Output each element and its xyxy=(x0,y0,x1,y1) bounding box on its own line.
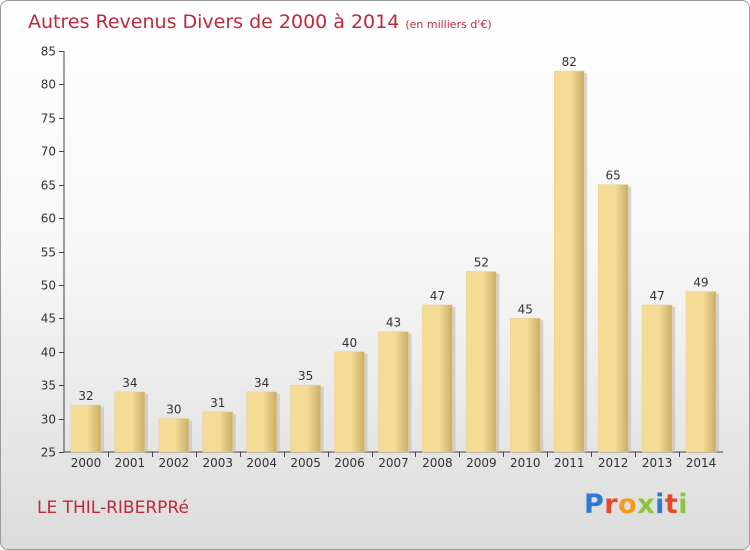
y-tick-label: 50 xyxy=(41,279,56,293)
data-label: 65 xyxy=(606,169,621,183)
logo-letter: r xyxy=(604,489,619,520)
y-tick-label: 85 xyxy=(41,45,56,59)
x-tick-label: 2002 xyxy=(159,456,190,470)
data-label: 43 xyxy=(386,316,401,330)
bar xyxy=(114,391,146,453)
logo-letter: o xyxy=(618,489,638,520)
y-tick-label: 30 xyxy=(41,413,56,427)
place-name: LE THIL-RIBERPRé xyxy=(37,498,189,518)
y-tick-label: 35 xyxy=(41,379,56,393)
logo-letter: t xyxy=(664,489,679,520)
y-tick-label: 80 xyxy=(41,78,56,92)
x-tick-label: 2013 xyxy=(642,456,673,470)
logo-letter: x xyxy=(637,489,656,520)
bar xyxy=(510,318,541,453)
x-tick-label: 2007 xyxy=(378,456,409,470)
data-label: 32 xyxy=(78,389,93,403)
y-tick-label: 70 xyxy=(41,145,56,159)
x-tick-label: 2003 xyxy=(202,456,233,470)
bar xyxy=(158,418,190,453)
data-label: 47 xyxy=(649,289,664,303)
y-tick-label: 60 xyxy=(41,212,56,226)
bar xyxy=(334,351,365,453)
x-tick-label: 2001 xyxy=(115,456,146,470)
x-tick-label: 2009 xyxy=(466,456,497,470)
logo-letter: i xyxy=(678,489,689,520)
bar xyxy=(70,404,102,453)
data-label: 45 xyxy=(518,302,533,316)
x-tick-label: 2008 xyxy=(422,456,453,470)
data-label: 34 xyxy=(254,376,269,390)
data-label: 34 xyxy=(122,376,137,390)
x-tick-label: 2010 xyxy=(510,456,541,470)
chart-bars: 32 34 30 31 34 35 40 43 47 52 45 82 65 47 49 xyxy=(70,55,720,453)
y-tick-label: 65 xyxy=(41,179,56,193)
bar xyxy=(202,411,234,453)
y-tick-label: 45 xyxy=(41,312,56,326)
x-tick-label: 2006 xyxy=(334,456,365,470)
chart-title: Autres Revenus Divers de 2000 à 2014 (en … xyxy=(28,11,492,33)
bar xyxy=(290,384,321,453)
data-label: 40 xyxy=(342,336,357,350)
chart-unit: (en milliers d'€) xyxy=(405,18,492,31)
data-label: 82 xyxy=(562,55,577,69)
bar xyxy=(246,391,277,453)
bar xyxy=(597,184,629,453)
data-label: 49 xyxy=(693,276,708,290)
x-tick-label: 2004 xyxy=(246,456,277,470)
x-tick-label: 2000 xyxy=(71,456,102,470)
data-label: 35 xyxy=(298,369,313,383)
proxiti-logo[interactable]: Proxiti xyxy=(584,489,688,520)
bar-chart: 25 30 35 40 45 50 55 60 65 70 75 80 85 2000 2001 2002 20… xyxy=(41,45,723,470)
chart-title-text: Autres Revenus Divers de 2000 à 2014 xyxy=(28,11,400,33)
x-tick-label: 2014 xyxy=(686,456,717,470)
x-tick-label: 2011 xyxy=(554,456,585,470)
data-label: 52 xyxy=(474,256,489,270)
bar xyxy=(378,331,409,453)
bar xyxy=(466,271,497,453)
bar xyxy=(641,304,673,453)
y-tick-label: 75 xyxy=(41,112,56,126)
bar xyxy=(422,304,453,453)
bar xyxy=(553,70,585,453)
data-label: 47 xyxy=(430,289,445,303)
y-tick-label: 40 xyxy=(41,346,56,360)
x-tick-label: 2012 xyxy=(598,456,629,470)
y-tick-label: 55 xyxy=(41,246,56,260)
bar xyxy=(685,291,717,453)
data-label: 31 xyxy=(210,396,225,410)
logo-letter: P xyxy=(584,489,605,520)
data-label: 30 xyxy=(166,403,181,417)
y-tick-label: 25 xyxy=(41,446,56,460)
logo-letter: i xyxy=(655,489,665,520)
x-tick-label: 2005 xyxy=(290,456,321,470)
